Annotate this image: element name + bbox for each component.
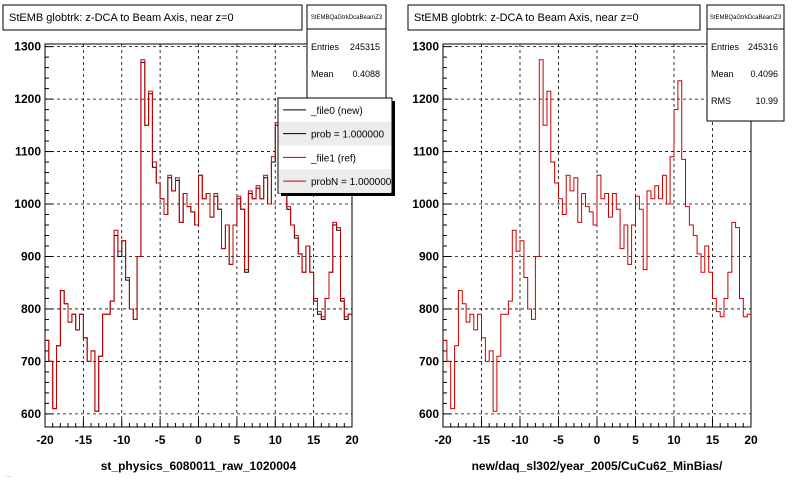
title-box <box>407 4 701 31</box>
x-tick-label: 10 <box>667 433 681 447</box>
x-tick-label: -5 <box>553 433 564 447</box>
stats-label: Entries <box>311 42 340 52</box>
x-tick-label: -5 <box>155 433 166 447</box>
legend-label: _file0 (new) <box>310 106 363 117</box>
chart-title: StEMB globtrk: z-DCA to Beam Axis, near … <box>9 12 234 24</box>
y-tick-label: 1100 <box>15 145 41 159</box>
x-tick-label: 20 <box>744 433 758 447</box>
stats-value: 10.99 <box>755 96 778 106</box>
y-tick-label: 900 <box>21 249 41 263</box>
y-tick-label: 800 <box>419 302 439 316</box>
legend-label: probN = 1.000000 <box>311 177 392 188</box>
y-tick-label: 1100 <box>413 145 439 159</box>
x-tick-label: 5 <box>632 433 639 447</box>
y-tick-label: 700 <box>419 354 439 368</box>
series-2-line <box>45 59 352 412</box>
y-tick-label: 1000 <box>14 197 41 211</box>
x-tick-label: -10 <box>113 433 131 447</box>
stats-value: 245316 <box>748 42 778 52</box>
y-tick-label: 900 <box>419 249 439 263</box>
stats-name: StEMBQaGtrkDcaBeamZ3 <box>710 15 782 21</box>
title-box <box>2 4 303 31</box>
x-tick-label: -15 <box>75 433 93 447</box>
panel-2: -20 -15 -10 -5 0 5 10 15 20 600 700 800 900 1000 1100 1… <box>407 4 785 473</box>
stats-name: StEMBQaGtrkDcaBeamZ3 <box>311 15 383 21</box>
y-tick-label: 600 <box>21 407 41 421</box>
series-1-line <box>443 59 751 412</box>
legend-row-bg <box>279 121 391 146</box>
legend-label: _file1 (ref) <box>310 153 356 164</box>
y-tick-label: 1200 <box>412 92 439 106</box>
y-tick-label: 1200 <box>14 92 41 106</box>
x-tick-label: 20 <box>345 433 359 447</box>
y-tick-label: 1300 <box>14 40 41 54</box>
x-tick-label: 0 <box>594 433 601 447</box>
x-tick-label: 15 <box>307 433 321 447</box>
stats-box <box>306 4 387 113</box>
x-tick-label: 10 <box>269 433 283 447</box>
stats-value: 0.4088 <box>352 69 380 79</box>
y-tick-label: 1000 <box>412 197 439 211</box>
x-tick-label: -10 <box>511 433 529 447</box>
x-tick-label: -20 <box>36 433 54 447</box>
legend: _file0 (new) prob = 1.000000 _file1 (ref) p… <box>277 97 395 196</box>
stats-label: Mean <box>711 69 734 79</box>
y-tick-label: 600 <box>419 407 439 421</box>
y-tick-label: 700 <box>21 354 41 368</box>
x-tick-label: -15 <box>473 433 491 447</box>
stats-value: 245315 <box>350 42 380 52</box>
legend-row-bg <box>279 169 391 193</box>
y-tick-label: 800 <box>21 302 41 316</box>
x-axis-label: new/daq_sl302/year_2005/CuCu62_MinBias/ <box>472 459 723 473</box>
footer-text: ... <box>6 473 11 479</box>
x-tick-label: 0 <box>195 433 202 447</box>
stats-label: Entries <box>711 42 740 52</box>
panel-1: -20 -15 -10 -5 0 5 10 15 20 600 700 800 900 1000 1100 1… <box>2 4 395 473</box>
legend-label: prob = 1.000000 <box>311 130 385 141</box>
stats-label: RMS <box>711 96 731 106</box>
stats-box <box>706 4 785 122</box>
chart-title: StEMB globtrk: z-DCA to Beam Axis, near … <box>414 12 639 24</box>
stats-value: 0.4096 <box>750 69 778 79</box>
x-axis-label: st_physics_6080011_raw_1020004 <box>101 459 297 473</box>
y-tick-label: 1300 <box>412 40 439 54</box>
x-tick-label: -20 <box>434 433 452 447</box>
x-tick-label: 15 <box>706 433 720 447</box>
x-tick-label: 5 <box>234 433 241 447</box>
stats-label: Mean <box>311 69 334 79</box>
